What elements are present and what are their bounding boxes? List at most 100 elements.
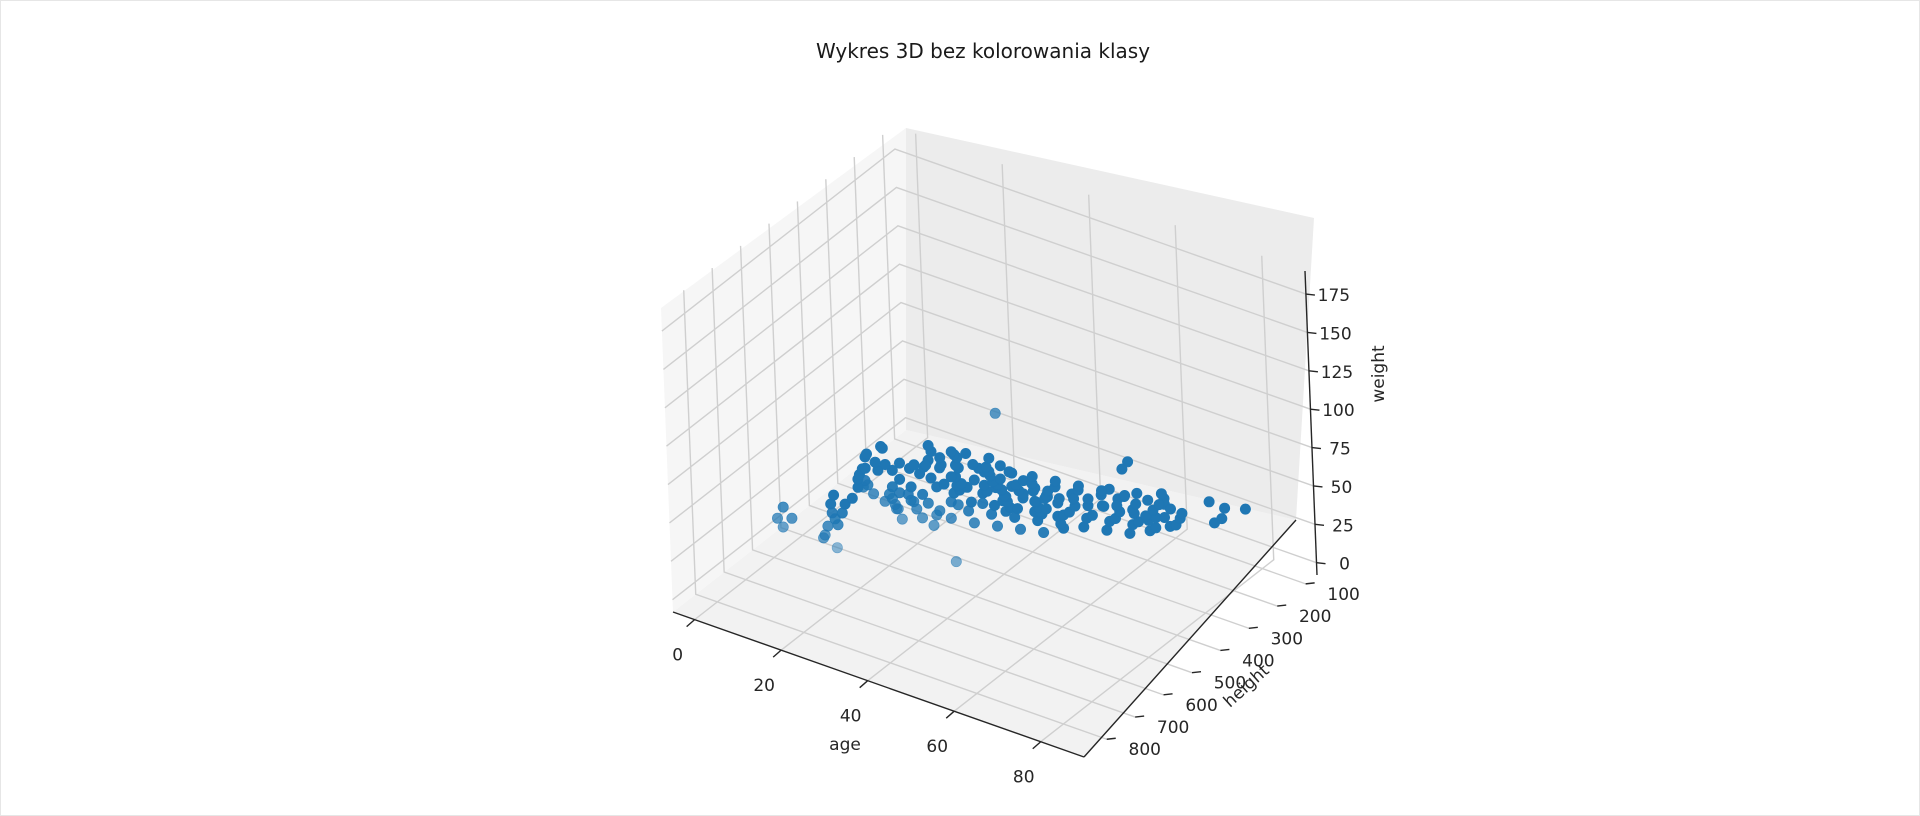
- left-pane: [661, 128, 906, 612]
- data-point: [831, 542, 843, 554]
- data-point: [893, 457, 905, 469]
- data-point: [1203, 496, 1215, 508]
- z-tick-label: 50: [1331, 478, 1353, 498]
- y-tick-label: 700: [1157, 718, 1189, 738]
- data-point: [879, 458, 891, 470]
- tick-labels: 0204060801002003004005006007008000255075…: [672, 286, 1360, 788]
- y-tick-label: 500: [1214, 674, 1246, 694]
- z-tick-label: 125: [1321, 363, 1353, 383]
- data-point: [967, 458, 979, 470]
- data-point: [950, 556, 962, 568]
- data-point: [983, 452, 995, 464]
- x-tick-label: 80: [1013, 768, 1035, 788]
- data-point: [938, 478, 950, 490]
- x-tick-mark: [686, 619, 696, 628]
- data-point: [922, 497, 934, 509]
- data-point: [886, 481, 898, 493]
- data-point: [1086, 509, 1098, 521]
- z-tick-mark: [1307, 331, 1317, 335]
- data-point: [960, 447, 972, 459]
- data-point: [1026, 470, 1038, 482]
- data-point: [771, 512, 783, 524]
- y-tick-label: 800: [1129, 740, 1161, 760]
- x-tick-label: 60: [926, 737, 948, 757]
- data-point: [1116, 463, 1128, 475]
- data-point: [1216, 513, 1228, 525]
- data-point: [917, 488, 929, 500]
- data-point: [1011, 503, 1023, 515]
- data-point: [925, 472, 937, 484]
- y-grid-line: [739, 245, 1164, 696]
- z-tick-mark: [1305, 293, 1315, 296]
- y-tick-mark: [1191, 670, 1202, 674]
- data-point: [894, 473, 906, 485]
- x-grid-line: [953, 225, 1188, 712]
- data-point: [916, 512, 928, 524]
- data-point: [977, 497, 989, 509]
- x-axis-label: age: [829, 735, 861, 755]
- data-point: [1165, 503, 1177, 515]
- z-grid-line: [664, 225, 1310, 409]
- data-point: [1130, 498, 1142, 510]
- y-tick-mark: [1248, 626, 1258, 629]
- data-point: [945, 446, 957, 458]
- data-point: [965, 496, 977, 508]
- z-grid-line: [666, 263, 1311, 447]
- z-tick-mark: [1311, 446, 1322, 450]
- data-point: [1003, 466, 1015, 478]
- data-points: [771, 407, 1251, 568]
- data-point: [1122, 456, 1134, 468]
- y-tick-label: 600: [1185, 696, 1217, 716]
- data-point: [786, 512, 798, 524]
- z-tick-label: 0: [1339, 555, 1350, 575]
- data-point: [934, 505, 946, 517]
- x-tick-label: 40: [840, 707, 862, 727]
- data-point: [1159, 511, 1171, 523]
- data-point: [994, 460, 1006, 472]
- y-axis-line: [1083, 519, 1297, 758]
- data-point: [1142, 494, 1154, 506]
- data-point: [1131, 487, 1143, 499]
- z-grid-line: [662, 186, 1308, 370]
- y-tick-label: 300: [1271, 629, 1303, 649]
- data-point: [876, 442, 888, 454]
- back-pane: [906, 128, 1314, 520]
- x-tick-mark: [859, 680, 869, 689]
- y-grid-line: [711, 268, 1136, 718]
- data-point: [920, 459, 932, 471]
- data-point: [1049, 475, 1061, 487]
- data-point: [994, 473, 1006, 485]
- data-point: [988, 499, 1000, 511]
- x-tick-mark: [772, 649, 782, 658]
- z-grid-line: [669, 340, 1314, 524]
- data-point: [945, 512, 957, 524]
- chart-title: Wykres 3D bez kolorowania klasy: [816, 39, 1150, 63]
- x-grid-line: [1040, 255, 1275, 743]
- data-point: [945, 471, 957, 483]
- data-point: [1029, 495, 1041, 507]
- z-grid-line: [670, 378, 1316, 562]
- z-axis-label: weight: [1369, 345, 1389, 403]
- y-grid-line: [825, 179, 1250, 629]
- data-point: [991, 520, 1003, 532]
- data-point: [905, 481, 917, 493]
- y-tick-label: 100: [1327, 585, 1359, 605]
- z-tick-mark: [1316, 562, 1326, 565]
- z-tick-mark: [1310, 408, 1320, 411]
- x-tick-label: 0: [672, 646, 683, 666]
- data-point: [1038, 526, 1050, 538]
- data-point: [1111, 500, 1123, 512]
- data-point: [1072, 480, 1084, 492]
- x-axis-line: [672, 611, 1085, 758]
- axes-panes: [661, 128, 1314, 757]
- data-point: [859, 462, 871, 474]
- z-tick-label: 150: [1319, 324, 1351, 344]
- z-grid-line: [661, 148, 1307, 332]
- z-grid-line: [667, 301, 1313, 486]
- y-grid-line: [683, 290, 1107, 740]
- z-tick-mark: [1314, 523, 1325, 527]
- data-point: [1082, 493, 1094, 505]
- z-tick-label: 25: [1332, 516, 1354, 536]
- data-point: [777, 521, 789, 533]
